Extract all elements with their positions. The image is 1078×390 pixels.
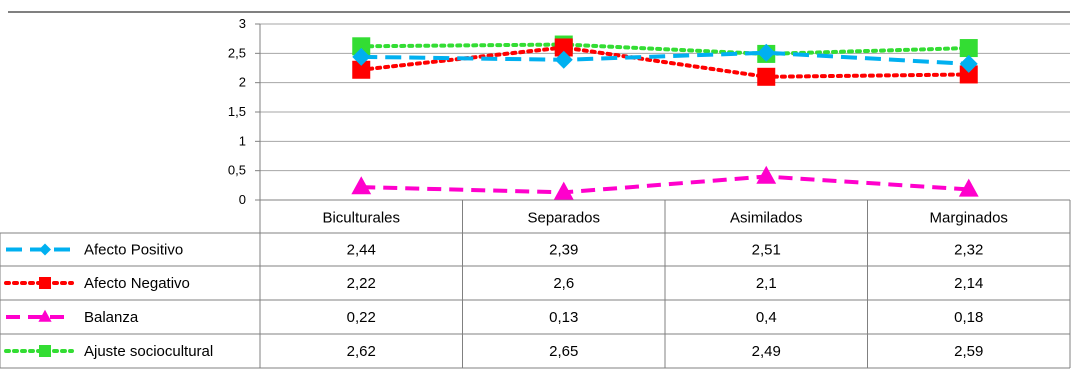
y-tick-label: 0 <box>239 192 246 207</box>
category-label: Marginados <box>930 210 1008 227</box>
data-label: 2,14 <box>954 275 983 292</box>
legend-key <box>6 243 72 256</box>
series-afecto-positivo <box>352 43 978 73</box>
data-label: 0,13 <box>549 309 578 326</box>
data-label: 2,65 <box>549 343 578 360</box>
data-point <box>757 67 776 86</box>
data-label: 2,44 <box>347 242 376 259</box>
data-point <box>554 50 573 69</box>
legend-key-marker <box>38 309 52 322</box>
data-label: 2,62 <box>347 343 376 360</box>
y-tick-label: 2,5 <box>228 45 246 60</box>
series-afecto-negativo <box>352 38 978 86</box>
y-tick-label: 1 <box>239 133 246 148</box>
legend-key <box>4 345 74 357</box>
data-label: 2,22 <box>347 275 376 292</box>
data-label: 2,6 <box>553 275 574 292</box>
series-line <box>359 42 971 56</box>
legend-key <box>6 309 72 322</box>
y-tick-label: 0,5 <box>228 163 246 178</box>
series-line <box>359 45 971 79</box>
series-name-label: Balanza <box>84 309 139 326</box>
data-label: 2,1 <box>756 275 777 292</box>
y-tick-label: 2 <box>239 75 246 90</box>
series-name-label: Afecto Negativo <box>84 275 190 292</box>
legend-key <box>4 277 74 289</box>
data-point <box>756 165 777 184</box>
category-label: Asimilados <box>730 210 803 227</box>
data-label: 2,51 <box>752 242 781 259</box>
series-line <box>361 50 969 66</box>
series-name-label: Ajuste sociocultural <box>84 343 213 360</box>
data-point <box>352 37 371 56</box>
data-point <box>352 60 371 79</box>
data-point <box>553 181 574 200</box>
data-point <box>757 43 776 62</box>
y-tick-label: 3 <box>239 16 246 31</box>
data-label: 0,18 <box>954 309 983 326</box>
data-point <box>352 47 371 66</box>
data-point <box>351 176 372 195</box>
data-point <box>554 38 573 57</box>
series-line <box>361 174 969 195</box>
data-label: 2,59 <box>954 343 983 360</box>
data-point <box>959 54 978 73</box>
legend-key-marker <box>39 345 51 357</box>
data-point <box>959 39 978 58</box>
series-balanza <box>351 165 979 200</box>
category-label: Biculturales <box>322 210 400 227</box>
series-name-label: Afecto Positivo <box>84 242 183 259</box>
data-point <box>958 178 979 197</box>
category-label: Separados <box>527 210 600 227</box>
data-label: 0,22 <box>347 309 376 326</box>
data-label: 0,4 <box>756 309 777 326</box>
data-label: 2,32 <box>954 242 983 259</box>
data-point <box>959 65 978 84</box>
legend-key-marker <box>39 243 51 256</box>
data-label: 2,49 <box>752 343 781 360</box>
y-tick-label: 1,5 <box>228 104 246 119</box>
legend-key-marker <box>39 277 51 289</box>
data-table: Biculturales Separados Asimilados Marginado… <box>0 199 1071 369</box>
data-label: 2,39 <box>549 242 578 259</box>
